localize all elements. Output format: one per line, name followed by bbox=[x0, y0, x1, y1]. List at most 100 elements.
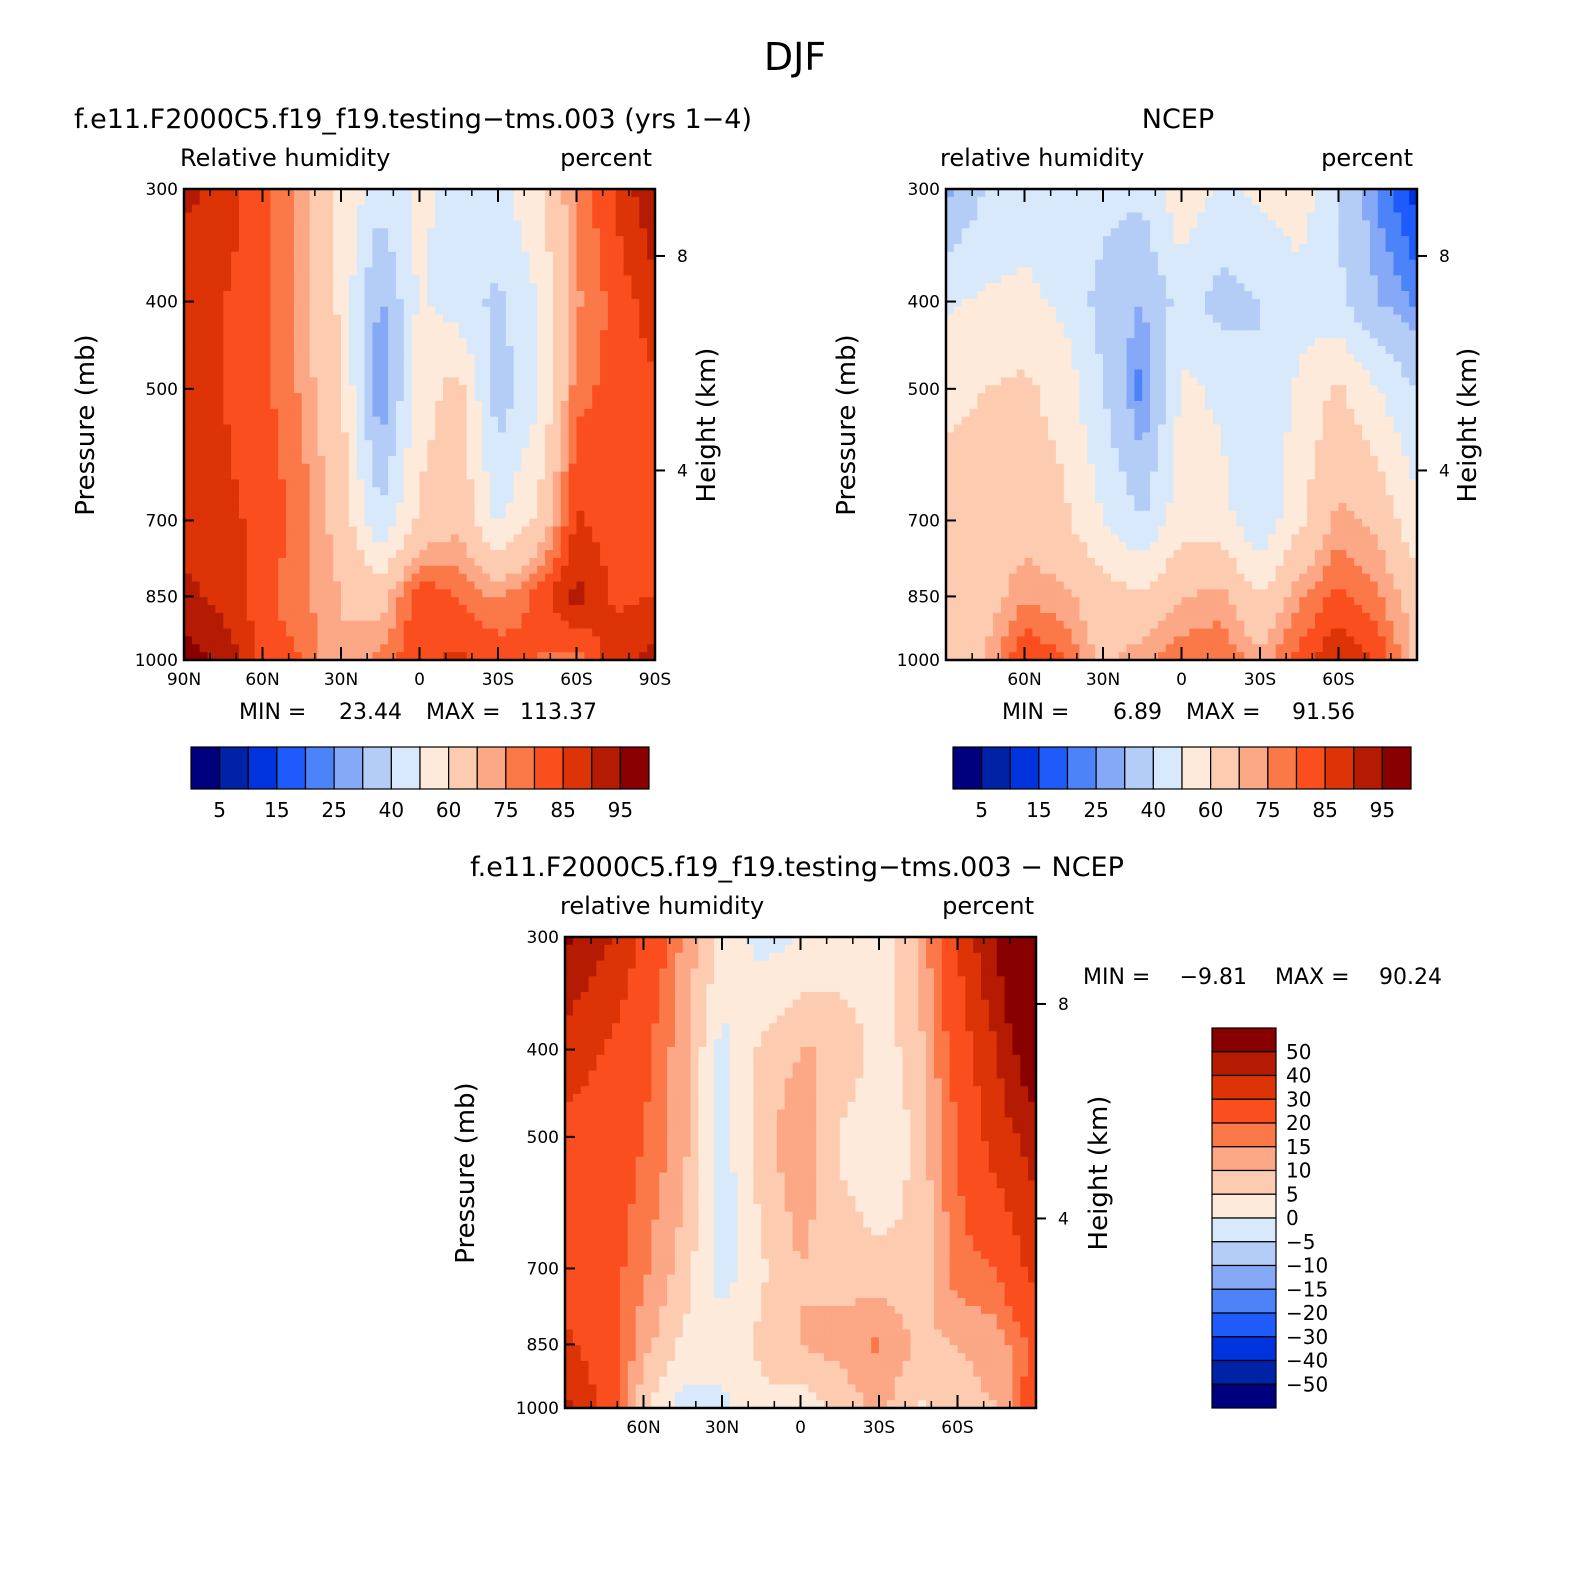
field-cell bbox=[490, 471, 499, 481]
field-cell bbox=[482, 369, 491, 378]
field-cell bbox=[631, 612, 640, 622]
field-cell bbox=[1000, 314, 1010, 324]
field-cell bbox=[466, 377, 476, 386]
field-cell bbox=[615, 652, 625, 661]
field-cell bbox=[270, 440, 279, 449]
field-cell bbox=[545, 557, 554, 567]
field-cell bbox=[254, 526, 264, 535]
field-cell bbox=[545, 644, 554, 653]
field-cell bbox=[395, 487, 405, 496]
field-cell bbox=[262, 612, 271, 622]
field-cell bbox=[1040, 361, 1049, 371]
field-cell bbox=[592, 408, 601, 418]
field-cell bbox=[435, 400, 444, 410]
field-cell bbox=[458, 306, 468, 316]
field-cell bbox=[443, 542, 452, 551]
field-cell bbox=[466, 510, 476, 520]
field-cell bbox=[584, 291, 593, 300]
field-cell bbox=[333, 510, 342, 520]
field-cell bbox=[568, 573, 578, 583]
field-cell bbox=[985, 479, 994, 488]
field-cell bbox=[1079, 487, 1088, 496]
field-cell bbox=[246, 463, 256, 473]
field-cell bbox=[341, 275, 350, 284]
field-cell bbox=[1016, 212, 1026, 221]
field-cell bbox=[372, 471, 381, 481]
field-cell bbox=[513, 573, 523, 583]
field-cell bbox=[207, 236, 216, 245]
field-cell bbox=[278, 605, 287, 614]
field-cell bbox=[537, 377, 546, 386]
field-cell bbox=[545, 400, 554, 410]
field-cell bbox=[184, 259, 193, 269]
field-cell bbox=[482, 495, 491, 504]
field-cell bbox=[993, 510, 1002, 520]
field-cell bbox=[505, 526, 515, 535]
field-cell bbox=[977, 440, 986, 449]
field-cell bbox=[301, 534, 311, 543]
field-cell bbox=[348, 510, 358, 520]
field-cell bbox=[1016, 259, 1026, 269]
field-cell bbox=[482, 581, 491, 590]
field-cell bbox=[207, 644, 216, 653]
field-cell bbox=[223, 306, 232, 316]
field-cell bbox=[969, 550, 978, 559]
field-cell bbox=[521, 204, 530, 214]
field-cell bbox=[1048, 440, 1057, 449]
field-cell bbox=[419, 542, 428, 551]
field-cell bbox=[969, 644, 978, 653]
field-cell bbox=[435, 589, 444, 598]
field-cell bbox=[1063, 636, 1073, 645]
field-cell bbox=[545, 550, 554, 559]
field-cell bbox=[223, 212, 232, 221]
field-cell bbox=[1103, 503, 1112, 512]
field-cell bbox=[356, 298, 366, 308]
field-cell bbox=[1103, 463, 1112, 473]
field-cell bbox=[262, 557, 271, 567]
field-cell bbox=[262, 620, 271, 630]
field-cell bbox=[270, 455, 279, 465]
field-cell bbox=[207, 620, 216, 630]
field-cell bbox=[1055, 346, 1065, 355]
field-cell bbox=[348, 652, 358, 661]
field-cell bbox=[286, 495, 295, 504]
field-cell bbox=[1040, 471, 1049, 481]
field-cell bbox=[380, 196, 389, 206]
field-cell bbox=[1079, 369, 1088, 378]
field-cell bbox=[513, 243, 523, 253]
field-cell bbox=[341, 557, 350, 567]
field-cell bbox=[1063, 314, 1073, 324]
field-cell bbox=[545, 291, 554, 300]
field-cell bbox=[1008, 259, 1018, 269]
field-cell bbox=[427, 189, 436, 198]
field-cell bbox=[623, 605, 633, 614]
panel-model: f.e11.F2000C5.f19_f19.testing−tms.003 (y… bbox=[71, 104, 752, 822]
field-cell bbox=[191, 573, 201, 583]
field-cell bbox=[1103, 605, 1112, 614]
field-cell bbox=[1016, 322, 1026, 331]
field-cell bbox=[215, 338, 224, 347]
field-cell bbox=[419, 283, 428, 292]
field-cell bbox=[969, 518, 978, 528]
field-cell bbox=[215, 212, 224, 221]
field-cell bbox=[286, 408, 295, 418]
field-cell bbox=[199, 479, 209, 488]
field-cell bbox=[993, 440, 1002, 449]
field-cell bbox=[529, 338, 538, 347]
field-cell bbox=[1087, 243, 1096, 253]
field-cell bbox=[380, 424, 389, 433]
field-cell bbox=[333, 518, 342, 528]
field-cell bbox=[584, 612, 593, 622]
field-cell bbox=[1087, 605, 1096, 614]
field-cell bbox=[199, 652, 209, 661]
field-cell bbox=[223, 196, 232, 206]
field-cell bbox=[207, 550, 216, 559]
field-cell bbox=[372, 581, 381, 590]
field-cell bbox=[278, 189, 287, 198]
field-cell bbox=[513, 526, 523, 535]
field-cell bbox=[1016, 385, 1026, 394]
field-cell bbox=[953, 542, 963, 551]
field-cell bbox=[993, 204, 1002, 214]
field-cell bbox=[584, 605, 593, 614]
field-cell bbox=[592, 385, 601, 394]
